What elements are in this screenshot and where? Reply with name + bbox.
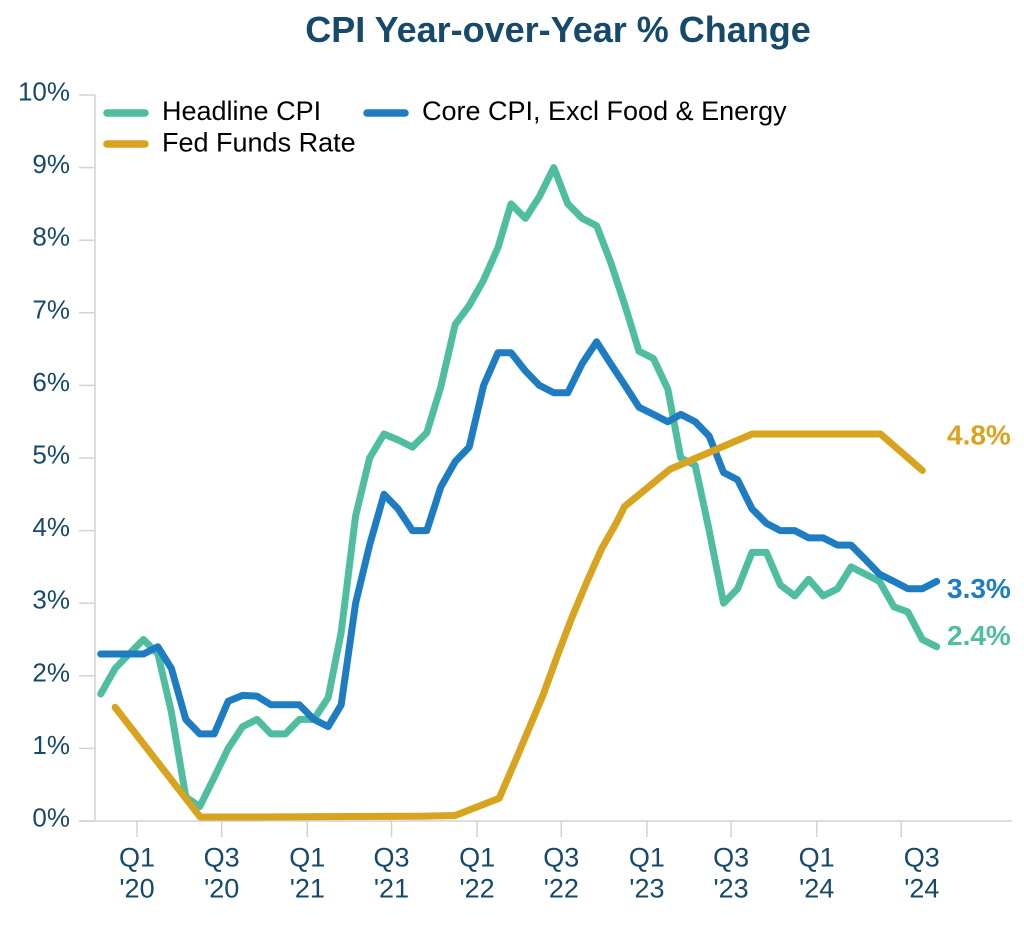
svg-text:3.3%: 3.3% <box>947 573 1011 604</box>
svg-text:7%: 7% <box>32 294 70 324</box>
svg-text:Q1: Q1 <box>289 842 325 872</box>
svg-text:'22: '22 <box>544 874 579 904</box>
svg-text:Q3: Q3 <box>543 842 579 872</box>
svg-text:Q1: Q1 <box>629 842 665 872</box>
svg-text:'23: '23 <box>714 874 749 904</box>
svg-text:Q3: Q3 <box>713 842 749 872</box>
svg-text:6%: 6% <box>32 367 70 397</box>
svg-text:'21: '21 <box>290 874 325 904</box>
svg-text:1%: 1% <box>32 730 70 760</box>
svg-text:Headline CPI: Headline CPI <box>162 96 321 126</box>
svg-text:10%: 10% <box>18 77 70 107</box>
svg-text:4%: 4% <box>32 512 70 542</box>
svg-text:4.8%: 4.8% <box>947 420 1011 451</box>
svg-text:Fed Funds Rate: Fed Funds Rate <box>162 128 356 158</box>
svg-text:Core CPI, Excl Food & Energy: Core CPI, Excl Food & Energy <box>422 96 787 126</box>
svg-text:8%: 8% <box>32 222 70 252</box>
svg-text:2%: 2% <box>32 657 70 687</box>
svg-text:2.4%: 2.4% <box>947 620 1011 651</box>
svg-text:'24: '24 <box>904 874 939 904</box>
svg-text:Q3: Q3 <box>204 842 240 872</box>
svg-text:CPI Year-over-Year % Change: CPI Year-over-Year % Change <box>305 9 811 50</box>
svg-text:'21: '21 <box>374 874 409 904</box>
svg-text:'24: '24 <box>799 874 834 904</box>
svg-text:'20: '20 <box>119 874 154 904</box>
svg-text:'20: '20 <box>204 874 239 904</box>
svg-text:Q1: Q1 <box>459 842 495 872</box>
svg-text:'23: '23 <box>629 874 664 904</box>
svg-text:Q1: Q1 <box>799 842 835 872</box>
svg-text:3%: 3% <box>32 585 70 615</box>
svg-text:0%: 0% <box>32 803 70 833</box>
svg-text:5%: 5% <box>32 440 70 470</box>
svg-text:9%: 9% <box>32 149 70 179</box>
svg-text:Q1: Q1 <box>119 842 155 872</box>
svg-text:'22: '22 <box>460 874 495 904</box>
svg-text:Q3: Q3 <box>904 842 940 872</box>
svg-text:Q3: Q3 <box>373 842 409 872</box>
